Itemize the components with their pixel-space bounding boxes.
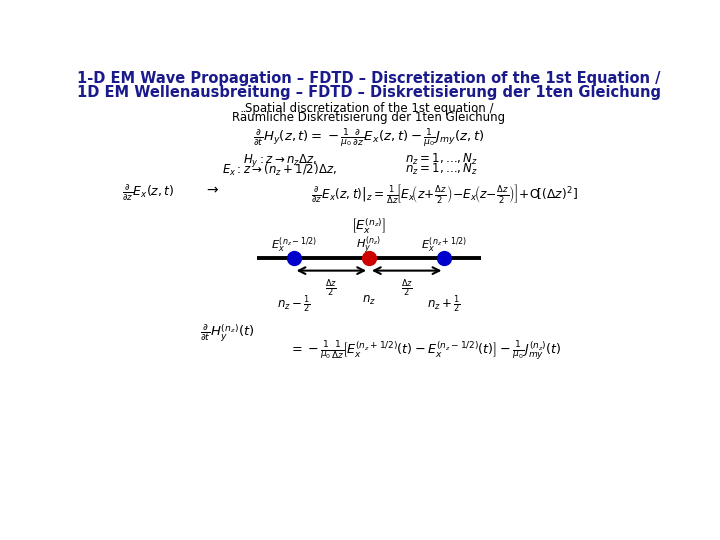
Text: $H_y : z \rightarrow n_z \Delta z,$: $H_y : z \rightarrow n_z \Delta z,$ xyxy=(243,152,317,169)
Text: $E_x^{(n_z+1/2)}$: $E_x^{(n_z+1/2)}$ xyxy=(421,235,467,255)
Text: $E_x^{(n_z-1/2)}$: $E_x^{(n_z-1/2)}$ xyxy=(271,235,317,255)
Text: $n_z + \frac{1}{2}$: $n_z + \frac{1}{2}$ xyxy=(428,294,462,315)
Text: $\left[E_x^{(n_z)}\right]$: $\left[E_x^{(n_z)}\right]$ xyxy=(351,216,387,235)
Text: $\left.\frac{\partial}{\partial z}E_x(z,t)\right|_z = \frac{1}{\Delta z}\!\left[: $\left.\frac{\partial}{\partial z}E_x(z,… xyxy=(311,182,577,205)
Text: $\frac{\partial}{\partial t}H_y(z,t) = -\frac{1}{\mu_0}\frac{\partial}{\partial : $\frac{\partial}{\partial t}H_y(z,t) = -… xyxy=(253,126,485,149)
Text: $n_z = 1,\ldots,N_z$: $n_z = 1,\ldots,N_z$ xyxy=(405,162,478,177)
Text: $\rightarrow$: $\rightarrow$ xyxy=(204,182,220,196)
Text: $\frac{\Delta z}{2}$: $\frac{\Delta z}{2}$ xyxy=(401,277,413,299)
Text: $n_z$: $n_z$ xyxy=(362,294,376,307)
Text: $\frac{\Delta z}{2}$: $\frac{\Delta z}{2}$ xyxy=(325,277,337,299)
Text: 1D EM Wellenausbreitung – FDTD – Diskretisierung der 1ten Gleichung: 1D EM Wellenausbreitung – FDTD – Diskret… xyxy=(77,85,661,100)
Text: $\frac{\partial}{\partial z}E_x(z,t)$: $\frac{\partial}{\partial z}E_x(z,t)$ xyxy=(122,182,175,202)
Text: $n_z = 1,\ldots,N_z$: $n_z = 1,\ldots,N_z$ xyxy=(405,152,478,167)
Text: 1-D EM Wave Propagation – FDTD – Discretization of the 1st Equation /: 1-D EM Wave Propagation – FDTD – Discret… xyxy=(77,71,661,86)
Text: $= -\frac{1}{\mu_0}\frac{1}{\Delta z}\!\left[E_x^{(n_z+1/2)}(t) - E_x^{(n_z-1/2): $= -\frac{1}{\mu_0}\frac{1}{\Delta z}\!\… xyxy=(289,339,561,362)
Text: Räumliche Diskretisierung der 1ten Gleichung: Räumliche Diskretisierung der 1ten Gleic… xyxy=(233,111,505,124)
Text: $H_y^{(n_z)}$: $H_y^{(n_z)}$ xyxy=(356,235,382,258)
Text: $n_z - \frac{1}{2}$: $n_z - \frac{1}{2}$ xyxy=(276,294,310,315)
Text: Spatial discretization of the 1st equation /: Spatial discretization of the 1st equati… xyxy=(245,102,493,115)
Text: $\frac{\partial}{\partial t}H_y^{(n_z)}(t)$: $\frac{\partial}{\partial t}H_y^{(n_z)}(… xyxy=(199,322,254,344)
Text: $E_x : z \rightarrow (n_z + 1/2)\Delta z,$: $E_x : z \rightarrow (n_z + 1/2)\Delta z… xyxy=(222,162,337,178)
